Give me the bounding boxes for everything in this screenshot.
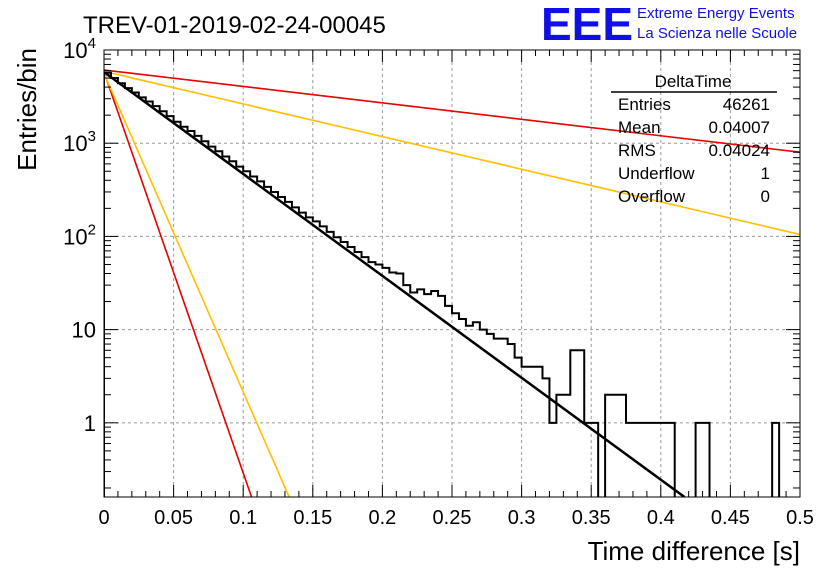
stats-box: DeltaTime Entries 46261 Mean 0.04007 RMS 0.04… <box>611 72 777 206</box>
x-tick-label: 0.25 <box>433 507 472 529</box>
fit-line <box>104 69 800 154</box>
grid <box>104 50 800 497</box>
y-tick-label: 103 <box>63 128 96 156</box>
histogram <box>104 71 781 497</box>
stats-row-label: Mean <box>618 118 661 137</box>
logo-subtitle-line1: Extreme Energy Events <box>637 5 795 22</box>
x-tick-label: 0.05 <box>154 507 193 529</box>
stats-row-label: Underflow <box>618 164 695 183</box>
x-tick-label: 0.45 <box>711 507 750 529</box>
y-tick-label: 1 <box>84 411 96 436</box>
x-tick-label: 0.4 <box>647 507 675 529</box>
x-tick-label: 0 <box>98 507 109 529</box>
stats-row-value: 0 <box>761 187 770 206</box>
eee-logo: EEE Extreme Energy Events La Scienza nel… <box>541 0 797 50</box>
stats-row-value: 0.04024 <box>709 141 770 160</box>
x-tick-label: 0.3 <box>508 507 536 529</box>
stats-row-label: RMS <box>618 141 656 160</box>
x-tick-label: 0.15 <box>293 507 332 529</box>
y-tick-label: 10 <box>72 318 96 343</box>
eee-logo-text: EEE <box>541 0 633 50</box>
chart-title: TREV-01-2019-02-24-00045 <box>83 12 386 39</box>
fit-line <box>104 70 800 236</box>
y-tick-label: 102 <box>63 221 96 249</box>
stats-row-label: Overflow <box>618 187 686 206</box>
x-tick-label: 0.5 <box>786 507 814 529</box>
stats-rows: Entries 46261 Mean 0.04007 RMS 0.04024 Underfl… <box>618 95 770 206</box>
x-axis: 0 0.05 0.1 0.15 0.2 0.25 0.3 0.35 0.4 0.45 0.5 <box>98 50 814 529</box>
plot-area <box>104 69 800 497</box>
y-tick-label: 104 <box>63 35 96 63</box>
fit-line <box>104 73 290 497</box>
fit-curves <box>104 69 800 497</box>
logo-subtitle-line2: La Scienza nelle Scuole <box>637 25 797 42</box>
x-tick-label: 0.2 <box>368 507 396 529</box>
y-axis-label: Entries/bin <box>12 48 42 171</box>
stats-row-label: Entries <box>618 95 671 114</box>
fit-line <box>104 71 686 497</box>
x-tick-label: 0.35 <box>572 507 611 529</box>
stats-row-value: 1 <box>761 164 770 183</box>
stats-row-value: 46261 <box>723 95 770 114</box>
stats-title: DeltaTime <box>655 72 732 91</box>
fit-line <box>104 71 253 497</box>
stats-row-value: 0.04007 <box>709 118 770 137</box>
x-tick-label: 0.1 <box>229 507 257 529</box>
x-axis-label: Time difference [s] <box>588 536 800 566</box>
